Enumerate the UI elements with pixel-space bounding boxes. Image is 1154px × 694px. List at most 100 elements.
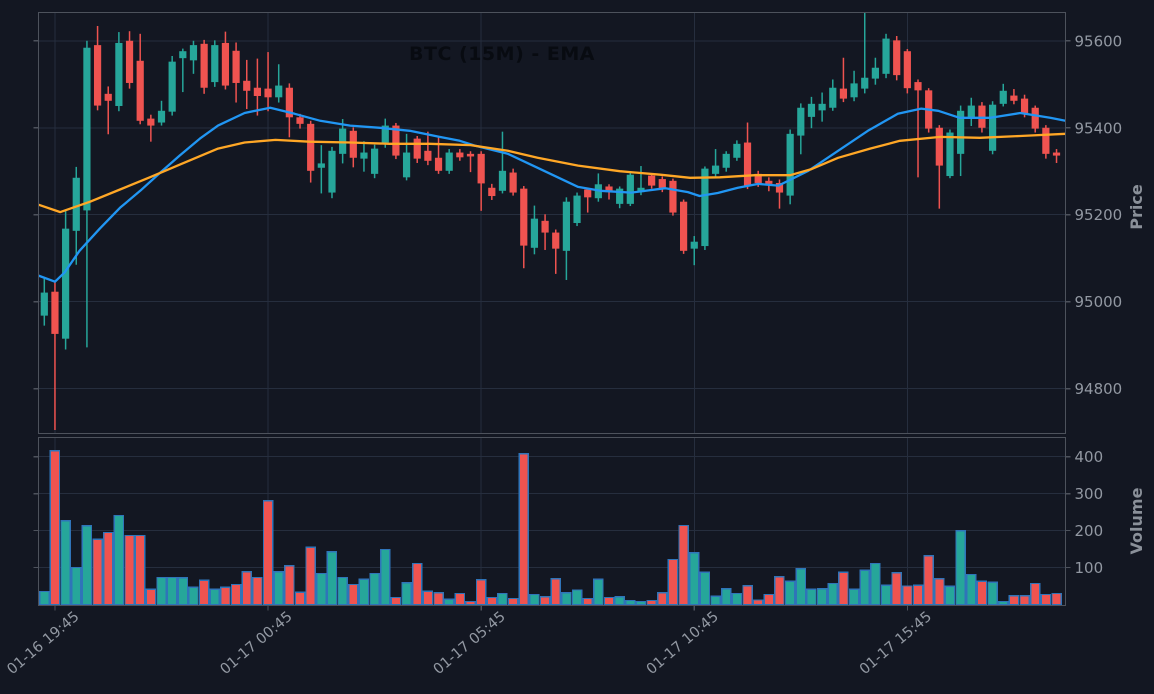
candle-body (264, 88, 272, 98)
volume-tick-labels: 400 300 200 100 (1075, 448, 1104, 577)
candle-body (946, 132, 954, 177)
candle-body (669, 180, 677, 213)
candle-body (285, 87, 293, 118)
candle-body (903, 51, 911, 89)
candle-body (157, 110, 166, 123)
volume-bar (891, 572, 902, 606)
volume-bar (294, 591, 306, 606)
candle-body (253, 87, 261, 97)
volume-bar (305, 546, 316, 606)
candle-body (307, 123, 315, 171)
candle-body (573, 195, 581, 223)
candle-body (807, 103, 816, 117)
volume-bar (976, 580, 988, 606)
volume-bar (614, 596, 625, 606)
candle-body (115, 42, 123, 107)
volume-axis-label: Volume (1127, 487, 1146, 555)
volume-bar (625, 599, 636, 606)
volume-bar (934, 577, 945, 606)
candle-body (754, 173, 762, 183)
candle-body (605, 186, 613, 193)
volume-bar (742, 585, 753, 606)
candle-body (477, 153, 485, 184)
candle-body (893, 40, 901, 76)
volume-bar (220, 586, 231, 606)
candle-body (743, 142, 752, 186)
candle-body (168, 61, 176, 112)
volume-bar (752, 599, 764, 606)
volume-bar (380, 548, 391, 606)
candle-body (829, 87, 837, 108)
tick-marks (33, 40, 1071, 611)
candle-body (200, 43, 208, 88)
volume-bar (433, 592, 444, 606)
candle-body (243, 80, 251, 91)
candle-body (83, 47, 91, 211)
candle-body (850, 83, 858, 98)
panel-borders (37, 11, 1067, 607)
candle-body (104, 93, 112, 101)
candle-body (1052, 152, 1061, 156)
volume-bar (177, 577, 189, 606)
volume-bar (657, 592, 668, 606)
candle-body (232, 50, 240, 83)
candle-body (275, 85, 283, 98)
volume-bar (188, 586, 199, 606)
volume-bar (252, 576, 263, 606)
volume-bar (316, 572, 327, 606)
volume-bar (475, 579, 487, 606)
volume-bar (1040, 593, 1052, 606)
volume-bar (230, 583, 242, 606)
candle-body (125, 40, 134, 83)
candle-body (530, 218, 539, 248)
candle-body (136, 60, 144, 121)
candle-body (93, 45, 102, 106)
volume-bar (81, 525, 93, 606)
volume-tick-label: 300 (1075, 485, 1104, 503)
candle-body (434, 157, 443, 171)
volume-bar (582, 597, 593, 606)
volume-tick-label: 200 (1075, 522, 1104, 540)
candle-body (637, 187, 645, 193)
volume-bar (667, 558, 679, 606)
volume-bar (550, 577, 561, 606)
candle-body (626, 174, 634, 204)
volume-bar (166, 576, 178, 606)
candle-body (51, 291, 59, 334)
candle-body (509, 172, 517, 193)
volume-bar (198, 579, 210, 606)
volume-bar (102, 531, 114, 606)
volume-bar (454, 592, 466, 606)
volume-bar (731, 592, 743, 606)
candle-body (786, 133, 794, 196)
volume-tick-label: 400 (1075, 448, 1104, 466)
candle-body (1020, 98, 1029, 114)
candle-body (498, 170, 507, 191)
candle-body (445, 152, 453, 171)
volume-bar (1051, 592, 1062, 606)
candle-body (466, 153, 475, 157)
volume-bar (838, 571, 849, 606)
candle-body (914, 82, 922, 91)
candle-body (413, 138, 421, 159)
candle-body (680, 201, 688, 251)
candle-body (541, 220, 549, 233)
candle-body (967, 105, 975, 118)
candle-body (488, 187, 496, 197)
volume-bar (156, 576, 167, 606)
volume-bar (1029, 582, 1041, 606)
candle-body (62, 228, 70, 339)
volume-bar (784, 580, 796, 606)
price-tick-label: 95400 (1075, 119, 1123, 137)
candle-body (765, 180, 773, 184)
volume-bar (241, 570, 252, 606)
candle-body (871, 67, 879, 79)
volume-bar (603, 596, 615, 606)
volume-bar (571, 589, 583, 606)
candle-body (935, 127, 943, 166)
candle-body (797, 107, 805, 136)
volume-bar (124, 534, 135, 606)
candle-body (861, 77, 869, 89)
